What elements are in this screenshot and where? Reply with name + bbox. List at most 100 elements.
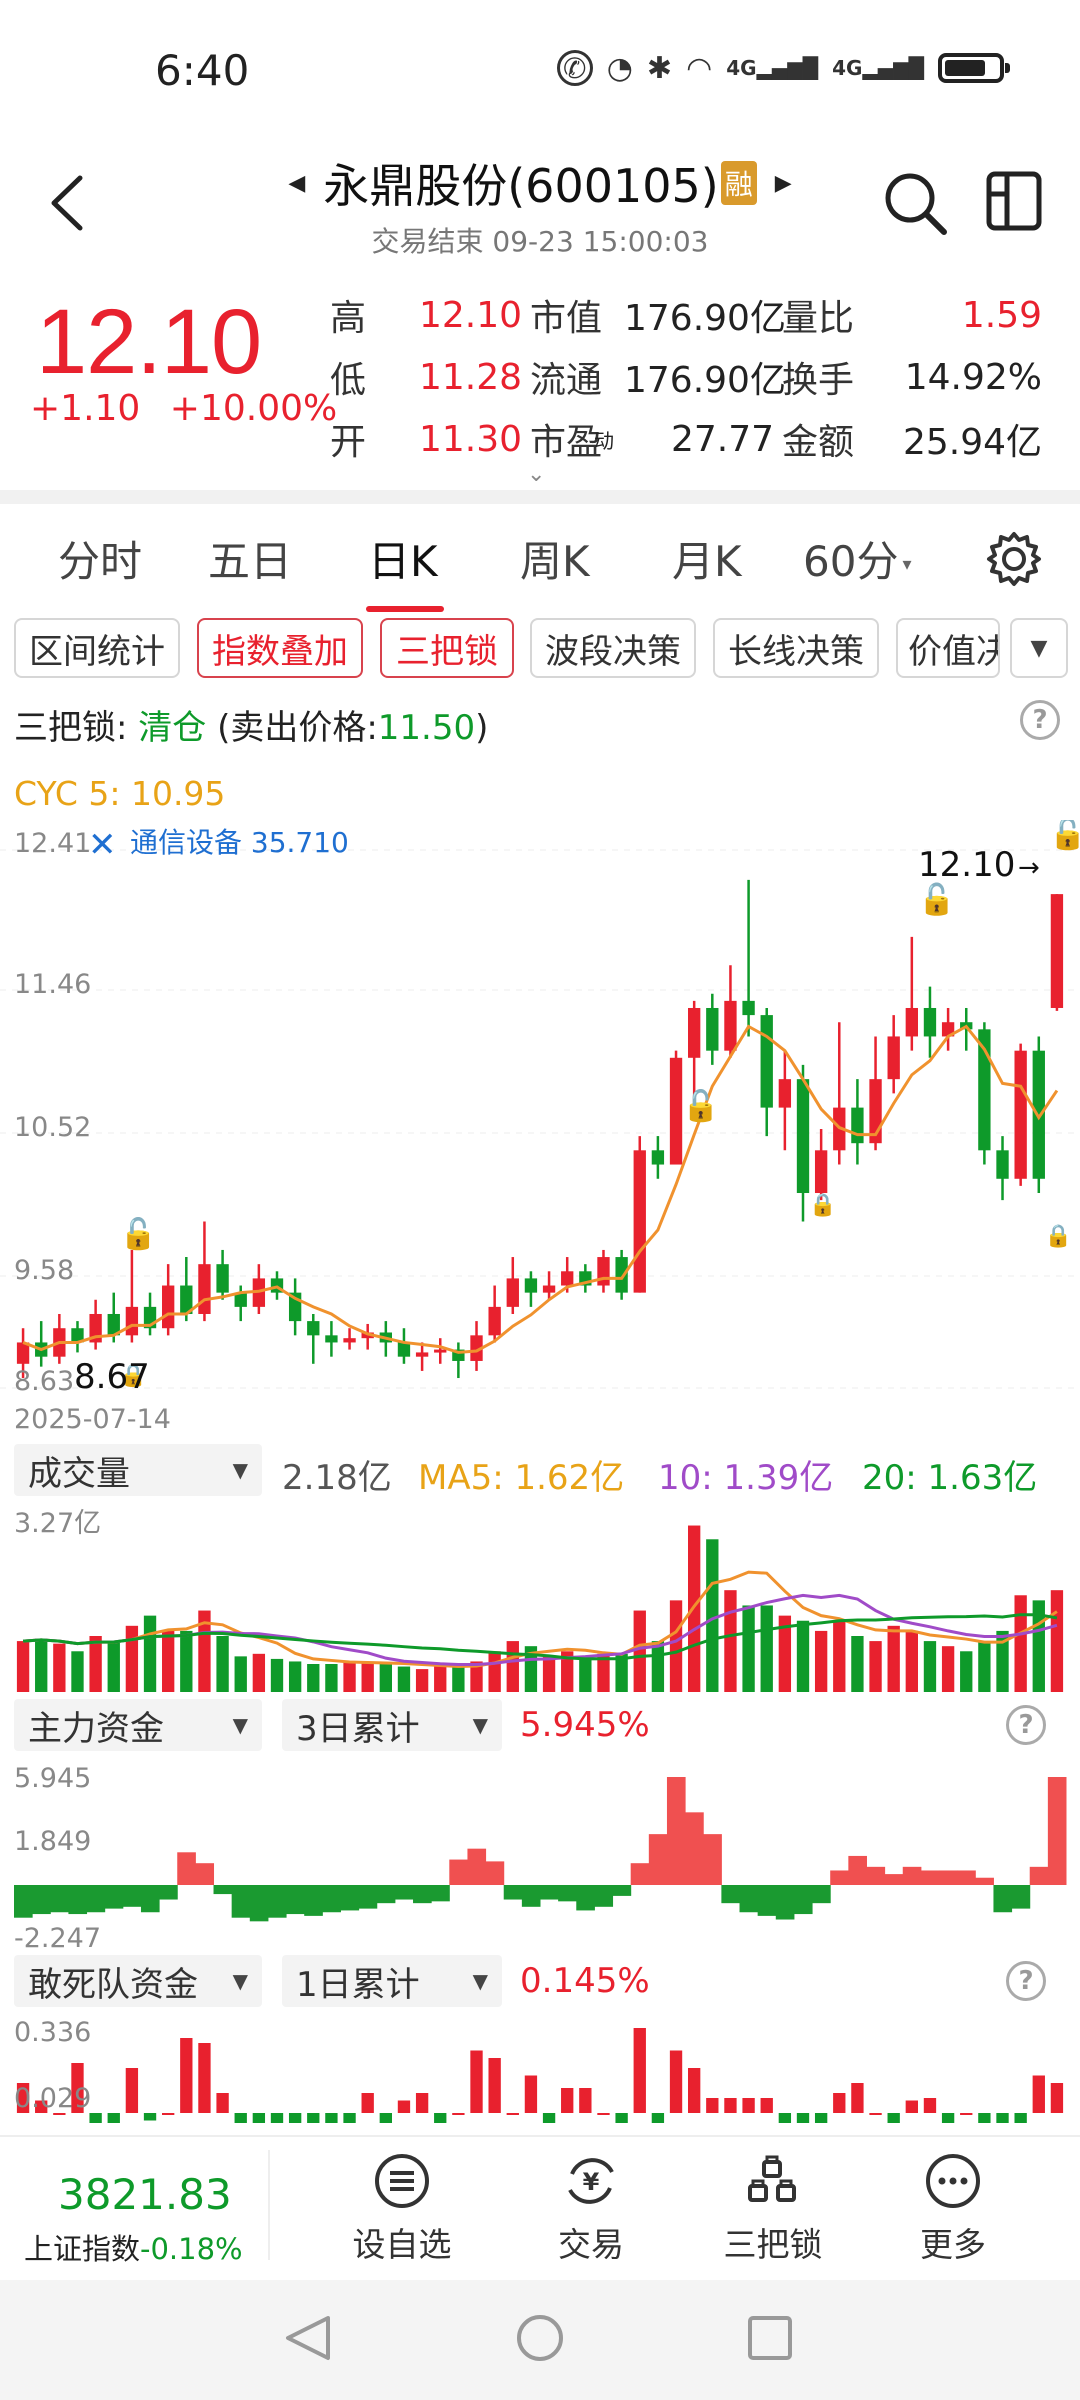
volume-bar [397,1666,411,1692]
tab-60min-dropdown-icon: ▾ [902,554,912,575]
kline-chart[interactable]: 🔓 🔓 🔓 🔓 🔒 🔒 🔒 12.41 11.46 10.52 9.58 8.63 ✕ 通信… [0,820,1080,1440]
quote-label-sup: 动 [594,428,614,453]
nav-three-locks[interactable]: 三把锁 [698,2152,848,2266]
funds-area [485,1861,505,1885]
daredevil-bar [887,2113,900,2123]
chip-value-decision[interactable]: 价值决 [896,618,1000,678]
funds-area [594,1885,614,1907]
daredevil-bar [397,2100,411,2113]
volume-bar [561,1651,574,1692]
kline-ytick-3: 9.58 [14,1255,74,1286]
volume-value: 2.18亿 [282,1458,392,1498]
chip-band-decision[interactable]: 波段决策 [530,618,696,678]
funds-area [86,1885,106,1913]
tab-weekly-k[interactable]: 周K [520,537,590,586]
more-icon [926,2154,980,2208]
system-home-icon[interactable] [517,2315,563,2361]
daredevil-help-icon[interactable]: ? [1006,1961,1046,2001]
sell-price: 11.50 [377,708,476,748]
funds-area [721,1885,741,1904]
tab-60min[interactable]: 60分 ▾ [803,537,912,586]
funds-area [775,1885,795,1920]
funds-area [14,1885,33,1918]
daredevil-funds-chart[interactable]: 0.336 0.029 [0,2013,1080,2138]
nav-more[interactable]: 更多 [878,2152,1028,2266]
quote-row: 低 11.28 流通 176.90亿 换手 14.92% [330,346,1050,408]
daredevil-bar [996,2113,1009,2123]
volume-bar [234,1656,247,1692]
volume-bar [343,1661,356,1692]
chart-settings-button[interactable] [985,530,1043,588]
main-funds-period-selector[interactable]: 3日累计 ▼ [282,1699,502,1751]
chip-index-overlay[interactable]: 指数叠加 [197,618,363,678]
volume-bar [71,1651,84,1692]
chip-three-locks[interactable]: 三把锁 [380,618,514,678]
daredevil-bar [814,2113,828,2123]
tab-daily-k[interactable]: 日K [368,537,438,586]
quote-row: 高 12.10 市值 176.90亿 量比 1.59 [330,284,1050,346]
system-back-icon[interactable] [286,2316,330,2360]
volume-bar [615,1653,628,1692]
volume-bar [669,1600,683,1692]
bluetooth-icon: ✱ [646,50,673,86]
period-low-label: 8.67 [74,1357,150,1397]
tab-monthly-k[interactable]: 月K [672,537,742,586]
period-tabs: 分时 五日 日K 周K 月K 60分 ▾ [0,510,1080,615]
signal-icon-2: 4G▂▄▆█ [832,56,924,80]
volume-ma5: MA5: 1.62亿 [418,1458,625,1498]
volume-bar [796,1620,810,1692]
daredevil-period-selector[interactable]: 1日累计 ▼ [282,1955,502,2007]
daredevil-bar [143,2113,157,2121]
prev-stock-button[interactable]: ◀ [288,170,306,196]
funds-area [177,1852,196,1885]
volume-chart[interactable]: 3.27亿 [0,1502,1080,1697]
system-recents-icon[interactable] [748,2316,792,2360]
chip-longterm-decision[interactable]: 长线决策 [713,618,879,678]
funds-area [521,1885,541,1907]
daredevil-funds-header: 敢死队资金 ▼ 1日累计 ▼ 0.145% ? [0,1951,1080,2013]
overlay-close-icon: ✕ [88,825,117,865]
index-label[interactable]: 上证指数-0.18% [24,2232,243,2266]
volume-bar [180,1630,193,1692]
main-funds-chart[interactable]: 5.945 1.849 -2.247 [0,1757,1080,1955]
period-high-label: 12.10 [918,845,1015,885]
daredevil-funds-selector[interactable]: 敢死队资金 ▼ [14,1955,262,2007]
unlock-marker-icon: 🔓 [682,1088,719,1124]
candle-body [180,1285,193,1314]
candle-body [597,1257,610,1286]
volume-bar [960,1651,973,1692]
dropdown-icon: ▼ [232,1458,248,1482]
daredevil-bar [216,2093,229,2113]
volume-selector[interactable]: 成交量 ▼ [14,1444,262,1496]
tab-intraday[interactable]: 分时 [58,537,143,586]
nav-trade[interactable]: ¥ 交易 [516,2152,666,2266]
search-button[interactable] [880,168,950,238]
tab-five-day[interactable]: 五日 [208,537,293,586]
speedometer-icon: ◔ [606,50,633,86]
funds-area [50,1885,69,1913]
window-toggle-button[interactable] [985,170,1043,232]
chips-more-button[interactable]: ▼ [1010,618,1068,678]
nav-add-watchlist[interactable]: 设自选 [327,2152,477,2266]
back-button[interactable] [42,168,92,238]
chip-interval-stats[interactable]: 区间统计 [14,618,180,678]
candle-body [343,1338,356,1343]
candle-body [307,1321,320,1336]
next-stock-button[interactable]: ▶ [774,170,792,196]
expand-quote-button[interactable]: ⌄ [527,462,546,487]
daredevil-bar [669,2050,683,2113]
daredevil-bar [488,2058,501,2113]
volume-bar [633,1610,646,1692]
main-funds-selector[interactable]: 主力资金 ▼ [14,1699,262,1751]
candle-body [234,1292,247,1307]
volume-bar [1014,1595,1027,1692]
daredevil-bar [434,2113,447,2123]
volume-bar [35,1638,48,1692]
candle-body [778,1079,792,1108]
lock-help-icon[interactable]: ? [1020,700,1060,740]
main-funds-help-icon[interactable]: ? [1006,1705,1046,1745]
quote-label: 金额 [782,422,855,463]
index-value[interactable]: 3821.83 [58,2170,232,2219]
volume-bar [452,1666,465,1692]
daredevil-bar [288,2113,302,2123]
